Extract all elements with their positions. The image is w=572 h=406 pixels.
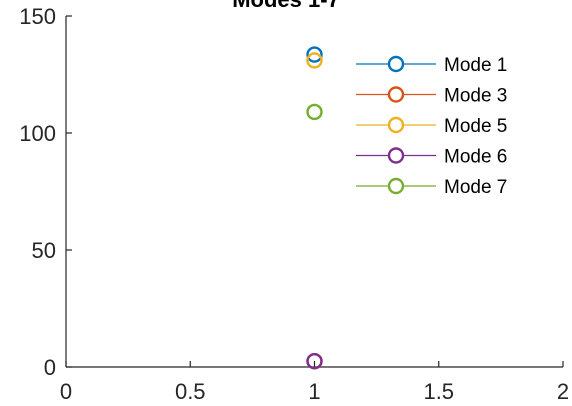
x-tick-label: 2 [557, 379, 569, 404]
legend-label: Mode 6 [444, 147, 507, 168]
x-tick-label: 1 [308, 379, 320, 404]
data-point-mode-7 [306, 103, 323, 121]
data-point-mode-6 [306, 352, 323, 370]
y-tick-label: 150 [19, 4, 56, 29]
legend-label: Mode 1 [444, 55, 507, 76]
legend: Mode 1 Mode 3 Mode 5 Mode 6 Mode 7 [356, 55, 507, 198]
x-tick-label: 0.5 [175, 379, 206, 404]
legend-marker [387, 147, 405, 164]
x-tick-label: 0 [60, 379, 72, 404]
y-tick-label: 50 [32, 238, 56, 263]
legend-marker [387, 116, 405, 134]
legend-label: Mode 7 [444, 177, 507, 198]
x-tick-label: 1.5 [423, 379, 454, 404]
legend-marker [387, 86, 405, 103]
data-point-mode-5 [306, 52, 323, 69]
legend-marker [387, 55, 405, 73]
y-tick-label: 0 [44, 355, 56, 380]
legend-marker [387, 177, 405, 195]
data-point-mode-1 [306, 46, 323, 63]
legend-label: Mode 5 [444, 116, 507, 137]
legend-label: Mode 3 [444, 86, 507, 107]
y-tick-label: 100 [19, 121, 56, 146]
chart-title: Modes 1-7 [0, 0, 572, 13]
